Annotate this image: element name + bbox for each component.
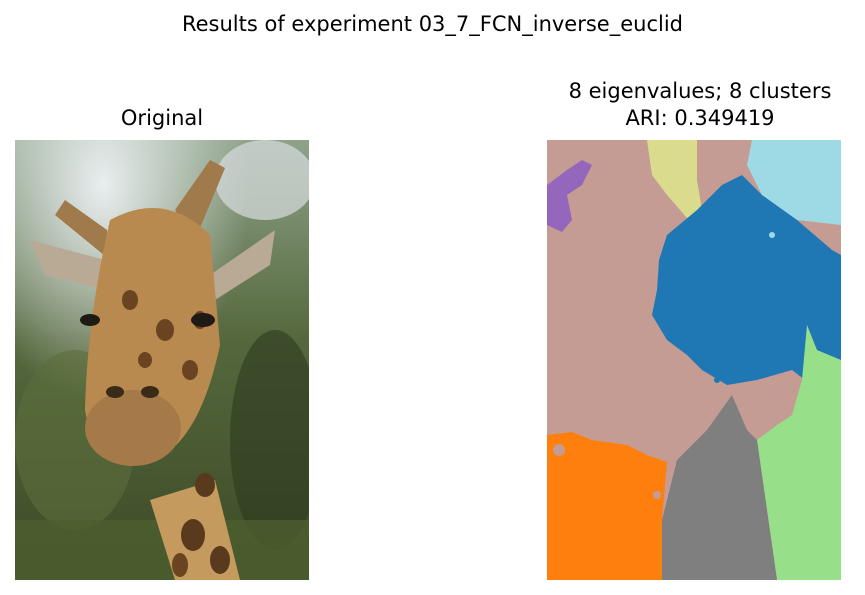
segmentation-map — [547, 140, 841, 580]
segmentation-title-line2: ARI: 0.349419 — [625, 106, 775, 130]
cluster-region-blue — [652, 175, 841, 400]
segmentation-title-line1: 8 eigenvalues; 8 clusters — [568, 79, 832, 103]
cluster-region-gray — [662, 395, 777, 580]
cluster-region-lightgreen — [757, 325, 841, 580]
original-giraffe-image — [15, 140, 309, 580]
cluster-segmentation-graphic — [547, 140, 841, 580]
giraffe-photo-graphic — [15, 140, 309, 580]
cluster-region-purple — [547, 160, 592, 232]
cluster-region-cyan — [747, 140, 841, 225]
segmentation-title: 8 eigenvalues; 8 clusters ARI: 0.349419 — [530, 78, 865, 132]
original-image-title: Original — [120, 106, 204, 130]
cluster-region-khaki — [647, 140, 702, 218]
figure-suptitle: Results of experiment 03_7_FCN_inverse_e… — [181, 12, 683, 36]
cluster-region-orange — [547, 432, 667, 580]
